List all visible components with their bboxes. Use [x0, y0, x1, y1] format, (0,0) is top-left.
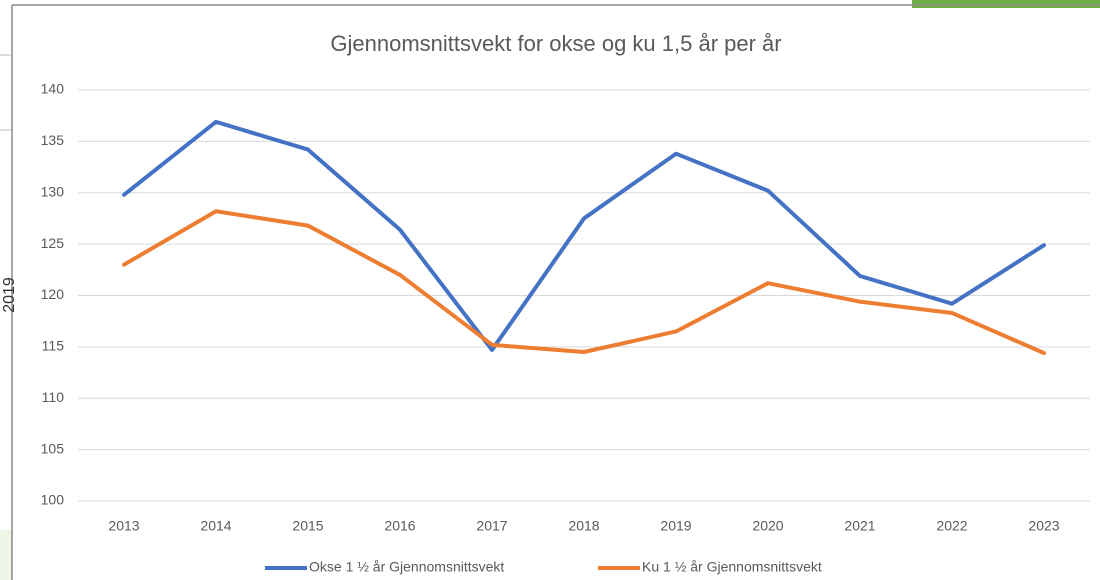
side-panel — [0, 530, 12, 580]
x-tick-label: 2017 — [476, 518, 507, 534]
x-tick-label: 2021 — [844, 518, 875, 534]
x-tick-label: 2023 — [1028, 518, 1059, 534]
series-line — [122, 119, 1046, 352]
y-tick-label: 105 — [41, 440, 65, 456]
x-tick-label: 2018 — [568, 518, 599, 534]
y-tick-label: 110 — [42, 389, 65, 405]
x-tick-label: 2019 — [660, 518, 691, 534]
side-text: 2019 — [1, 277, 18, 313]
legend-label: Ku 1 ½ år Gjennomsnittsvekt — [642, 559, 822, 575]
x-tick-label: 2020 — [752, 518, 783, 534]
series-line — [122, 209, 1046, 356]
y-tick-label: 100 — [41, 492, 65, 508]
y-tick-label: 125 — [41, 235, 65, 251]
y-tick-label: 130 — [41, 183, 65, 199]
x-tick-label: 2013 — [108, 518, 139, 534]
y-tick-label: 135 — [41, 132, 65, 148]
x-tick-label: 2015 — [292, 518, 323, 534]
y-tick-label: 115 — [42, 338, 65, 354]
x-tick-label: 2016 — [384, 518, 415, 534]
accent-bar — [912, 0, 1100, 8]
y-tick-label: 140 — [41, 81, 65, 97]
x-tick-label: 2022 — [936, 518, 967, 534]
x-tick-label: 2014 — [200, 518, 231, 534]
legend-label: Okse 1 ½ år Gjennomsnittsvekt — [309, 559, 504, 575]
y-tick-label: 120 — [41, 286, 65, 302]
chart-title: Gjennomsnittsvekt for okse og ku 1,5 år … — [330, 31, 781, 56]
